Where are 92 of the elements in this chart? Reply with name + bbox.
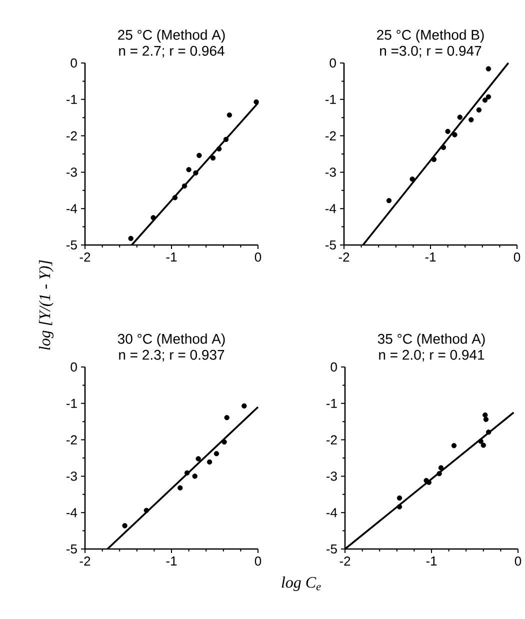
chart-title: 35 °C (Method A) <box>378 334 485 347</box>
x-tick-label: -1 <box>426 556 437 566</box>
point <box>482 98 488 103</box>
x-tick-label: -1 <box>166 252 177 262</box>
chart-title: 25 °C (Method B) <box>377 30 484 43</box>
x-tick-label: 0 <box>254 252 262 262</box>
point <box>128 236 134 242</box>
x-axis-title: log C$_{e}$ <box>282 576 321 592</box>
y-tick-label: -5 <box>66 544 77 554</box>
point <box>206 459 212 465</box>
y-tick-label: -1 <box>66 94 77 104</box>
point <box>192 474 198 479</box>
point <box>452 132 458 138</box>
point <box>216 146 222 152</box>
chart-subtitle: n = 2.7; r = 0.964 <box>119 46 224 58</box>
point <box>410 176 415 182</box>
point <box>436 471 442 476</box>
chart-title: 30 °C (Method A) <box>118 334 225 347</box>
point <box>426 480 432 485</box>
point <box>483 416 489 422</box>
point <box>150 215 156 220</box>
y-tick-label: 0 <box>330 58 336 68</box>
chart-subtitle: n = 2.0; r = 0.941 <box>379 350 484 362</box>
y-tick-label: 0 <box>70 58 77 68</box>
point <box>226 112 232 118</box>
y-tick-label: -4 <box>66 508 78 518</box>
point <box>223 136 229 142</box>
y-tick-label: -3 <box>326 472 337 481</box>
point <box>386 198 392 204</box>
point <box>480 442 486 448</box>
point <box>178 485 183 490</box>
point <box>242 403 247 409</box>
point <box>396 495 402 501</box>
x-tick-label: 0 <box>254 556 262 566</box>
point <box>144 508 150 514</box>
point <box>457 114 463 120</box>
point <box>478 438 484 444</box>
y-tick-label: -1 <box>66 398 77 408</box>
point <box>431 156 437 162</box>
y-tick-label: -2 <box>326 131 336 140</box>
point <box>186 167 192 172</box>
x-tick-label: -2 <box>80 252 90 262</box>
y-tick-label: -3 <box>66 472 77 481</box>
point <box>210 155 216 161</box>
y-axis-title: log [Y/(1 - Y)] <box>38 260 54 350</box>
x-tick-label: -2 <box>80 556 90 566</box>
x-tick-label: -1 <box>425 252 436 262</box>
point <box>482 412 488 418</box>
point <box>122 523 128 528</box>
point <box>445 128 450 134</box>
point <box>254 99 259 105</box>
y-tick-label: -5 <box>66 240 77 250</box>
point <box>451 443 457 448</box>
x-tick-label: 0 <box>514 556 522 566</box>
y-tick-label: -2 <box>66 435 77 444</box>
point <box>182 183 188 189</box>
y-tick-label: -1 <box>326 94 336 104</box>
x-tick-label: 0 <box>514 252 520 262</box>
point <box>396 504 402 510</box>
y-tick-label: -2 <box>66 131 77 140</box>
point <box>440 144 446 150</box>
chart-title: 25 °C (Method A) <box>118 30 225 43</box>
point <box>486 66 492 72</box>
point <box>196 456 201 462</box>
chart-subtitle: n =3.0; r = 0.947 <box>380 46 482 58</box>
y-tick-label: -4 <box>66 204 78 214</box>
point <box>222 439 227 445</box>
point <box>486 94 492 100</box>
y-tick-label: -4 <box>326 204 336 214</box>
x-tick-label: -1 <box>166 556 177 566</box>
point <box>224 414 230 420</box>
y-tick-label: -5 <box>326 544 337 554</box>
point <box>184 470 190 476</box>
point <box>172 195 178 200</box>
y-tick-label: 0 <box>70 362 77 372</box>
point <box>214 451 220 456</box>
y-tick-label: -4 <box>326 508 338 518</box>
x-tick-label: -2 <box>338 252 350 262</box>
point <box>193 170 198 176</box>
point <box>196 152 202 158</box>
point <box>476 107 482 113</box>
point <box>468 117 474 122</box>
y-tick-label: -3 <box>66 168 77 177</box>
y-tick-label: 0 <box>330 362 337 372</box>
x-tick-label: -2 <box>340 556 350 566</box>
point <box>486 430 492 435</box>
y-tick-label: -2 <box>326 435 337 444</box>
y-tick-label: -3 <box>326 168 336 177</box>
chart-subtitle: n = 2.3; r = 0.937 <box>119 350 224 362</box>
y-tick-label: -5 <box>326 240 336 250</box>
point <box>438 465 444 470</box>
y-tick-label: -1 <box>326 398 337 408</box>
